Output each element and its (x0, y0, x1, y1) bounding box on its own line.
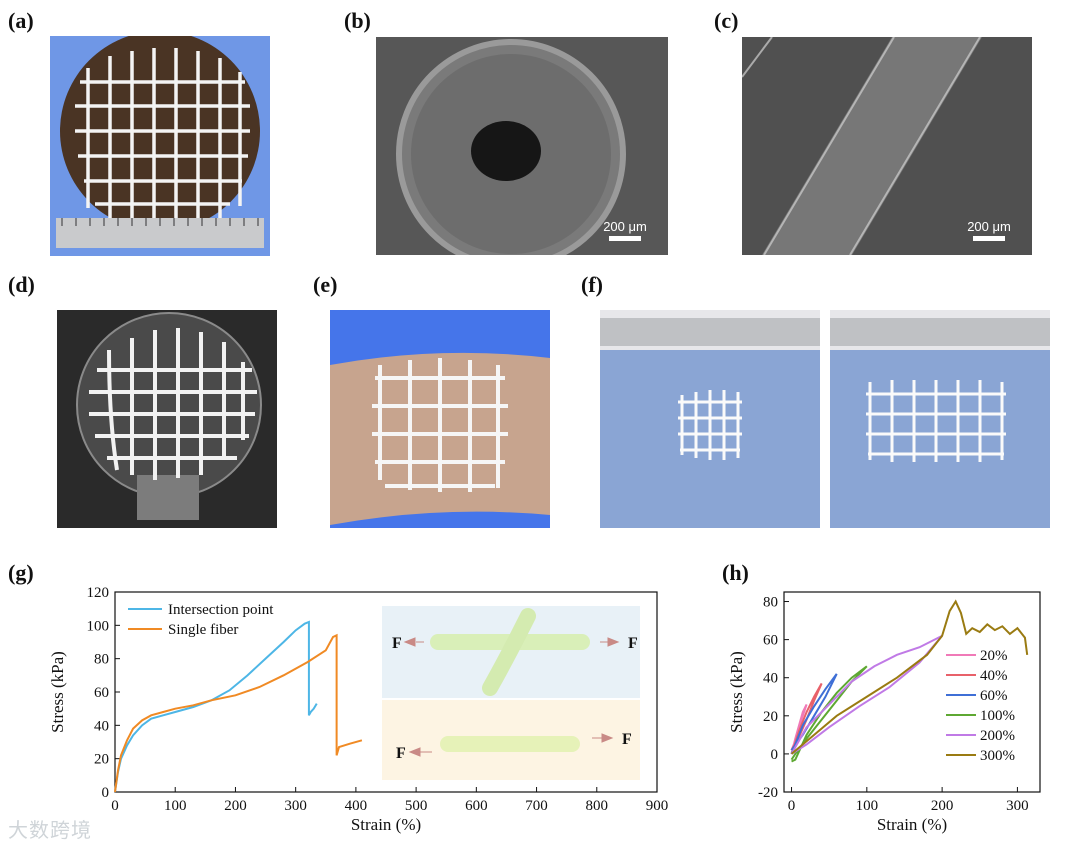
x-tick-label: 300 (1006, 798, 1029, 814)
y-tick-label: 120 (87, 585, 110, 601)
scale-bar-b: 200 μm (590, 219, 660, 241)
photo-grid-on-disk (50, 36, 270, 256)
plot-frame (783, 591, 1041, 793)
watermark: 大数跨境 (8, 818, 92, 842)
x-tick-label: 800 (586, 798, 609, 814)
grid-stretched-illustration (830, 310, 1050, 528)
panel-label-a: (a) (8, 8, 34, 33)
x-tick-label: 0 (788, 798, 796, 814)
legend-entry: Intersection point (168, 602, 274, 618)
sem-longitudinal-illustration (742, 37, 1032, 255)
scale-bar-c: 200 μm (954, 219, 1024, 241)
sem-cross-section-illustration (376, 37, 668, 255)
x-tick-label: 100 (164, 798, 187, 814)
x-tick-label: 400 (345, 798, 368, 814)
scale-bar-c-label: 200 μm (967, 219, 1011, 234)
scale-bar-b-label: 200 μm (603, 219, 647, 234)
legend-entry: 200% (980, 728, 1015, 744)
y-tick-label: 60 (763, 633, 778, 649)
panel-label-b: (b) (344, 8, 371, 33)
sem-fiber-longitudinal: 200 μm (742, 37, 1032, 255)
force-label: F (396, 745, 406, 762)
y-tick-label: 80 (763, 595, 778, 611)
panel-label-f: (f) (581, 272, 603, 297)
panel-label-e: (e) (313, 272, 338, 297)
series-line-singlefiber (114, 633, 363, 793)
photo-glass-sphere (57, 310, 277, 528)
force-label: F (628, 635, 638, 652)
sem-fiber-cross-section: 200 μm (376, 37, 668, 255)
legend-entry: 40% (980, 668, 1008, 684)
force-label: F (392, 635, 402, 652)
legend-entry: Single fiber (168, 622, 238, 638)
force-label: F (622, 731, 632, 748)
series-line-200 (790, 634, 943, 755)
panel-label-h: (h) (722, 560, 749, 585)
force-arrow-right-top (600, 637, 620, 647)
glass-sphere-illustration (76, 312, 262, 520)
wrist-illustration (330, 310, 550, 528)
grid-unstretched-illustration (600, 310, 820, 528)
panel-label-g: (g) (8, 560, 34, 585)
force-arrow-left-top (403, 637, 424, 647)
x-tick-label: 200 (931, 798, 954, 814)
y-tick-label: 20 (94, 752, 109, 768)
force-arrow-left-bottom (408, 747, 432, 757)
x-axis-label: Strain (%) (351, 815, 421, 834)
photo-grid-stretched (830, 310, 1050, 528)
legend-entry: 60% (980, 688, 1008, 704)
inset-fiber-crossing (482, 608, 536, 696)
inset-fiber-single (440, 736, 580, 752)
y-tick-label: 40 (94, 718, 109, 734)
chart-g: 0 100 200 300 400 500 600 700 800 900 0 20 40 60 80 100… (48, 585, 669, 834)
y-tick-label: 0 (102, 785, 110, 801)
y-axis-label: Stress (kPa) (727, 651, 746, 733)
chart-h: 0 100 200 300 -20 0 20 40 60 80 Strain (%) Stress (… (727, 591, 1041, 834)
x-tick-label: 700 (525, 798, 548, 814)
series-line-intersectionpoint (114, 620, 318, 793)
legend-entry: 100% (980, 708, 1015, 724)
panel-label-c: (c) (714, 8, 739, 33)
y-tick-label: 80 (94, 652, 109, 668)
x-tick-label: 500 (405, 798, 428, 814)
panel-label-d: (d) (8, 272, 35, 297)
y-tick-label: 40 (763, 671, 778, 687)
y-tick-label: 0 (771, 747, 779, 763)
legend-entry: 300% (980, 748, 1015, 764)
photo-grid-unstretched (600, 310, 820, 528)
legend-entry: 20% (980, 648, 1008, 664)
x-tick-label: 600 (465, 798, 488, 814)
grid-disk-illustration (56, 36, 264, 248)
force-arrow-right-bottom (592, 733, 614, 743)
x-tick-label: 0 (111, 798, 119, 814)
x-tick-label: 900 (646, 798, 669, 814)
y-axis-label: Stress (kPa) (48, 651, 67, 733)
y-tick-label: -20 (758, 785, 778, 801)
x-tick-label: 100 (856, 798, 879, 814)
x-axis-label: Strain (%) (877, 815, 947, 834)
x-tick-label: 200 (224, 798, 247, 814)
series-line-100 (790, 665, 868, 763)
y-tick-label: 60 (94, 685, 109, 701)
y-tick-label: 20 (763, 709, 778, 725)
series-line-300 (790, 599, 1029, 755)
y-tick-label: 100 (87, 618, 110, 634)
photo-grid-on-wrist (330, 310, 550, 528)
x-tick-label: 300 (284, 798, 307, 814)
